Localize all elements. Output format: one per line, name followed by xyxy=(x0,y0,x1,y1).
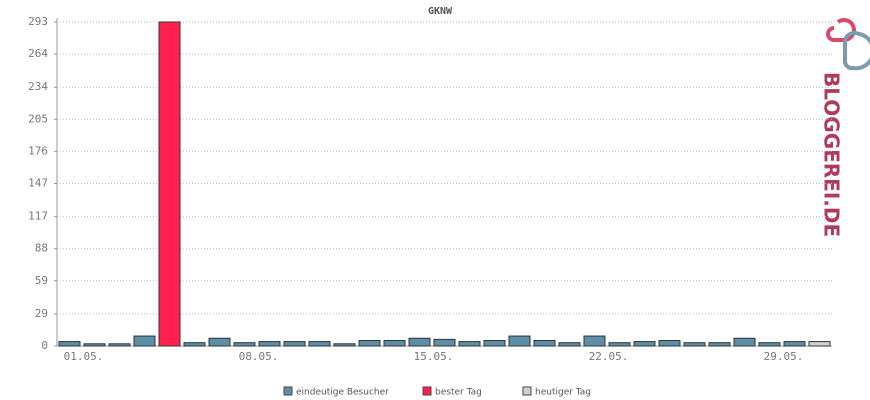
bar xyxy=(358,339,381,347)
bar xyxy=(508,335,531,347)
y-tick-label: 176 xyxy=(28,144,48,157)
bar xyxy=(133,335,156,347)
bar xyxy=(758,342,781,347)
bar xyxy=(408,337,431,347)
logo-icon xyxy=(826,18,856,42)
y-tick-label: 0 xyxy=(41,339,48,352)
legend-label: heutiger Tag xyxy=(535,388,591,398)
bar xyxy=(558,342,581,347)
legend-label: eindeutige Besucher xyxy=(296,388,389,398)
bar xyxy=(208,337,231,347)
x-tick-label: 22.05. xyxy=(589,350,629,363)
bar xyxy=(708,342,731,347)
logo-icon xyxy=(842,30,870,71)
bar xyxy=(233,342,256,347)
bar xyxy=(433,338,456,347)
legend-swatch xyxy=(522,386,532,396)
y-tick-label: 29 xyxy=(35,307,48,320)
y-tick-label: 234 xyxy=(28,80,48,93)
bar xyxy=(258,341,281,347)
legend-swatch xyxy=(422,386,432,396)
bar xyxy=(108,343,131,347)
bar xyxy=(308,341,331,347)
bar xyxy=(333,343,356,347)
bar xyxy=(808,341,831,347)
bar xyxy=(658,339,681,347)
y-tick-label: 293 xyxy=(28,15,48,28)
y-tick-label: 264 xyxy=(28,47,48,60)
bar xyxy=(733,337,756,347)
bar xyxy=(633,341,656,347)
bar xyxy=(183,342,206,347)
bar xyxy=(158,21,181,347)
x-tick-label: 15.05. xyxy=(414,350,454,363)
y-tick-label: 147 xyxy=(28,176,48,189)
bar xyxy=(283,341,306,347)
logo: BLOGGEREI.DE xyxy=(820,18,870,237)
y-tick-label: 59 xyxy=(35,274,48,287)
bar xyxy=(783,341,806,347)
y-tick-label: 88 xyxy=(35,242,48,255)
logo-text: BLOGGEREI.DE xyxy=(820,72,844,237)
chart-title: GKNW xyxy=(428,6,453,17)
bar xyxy=(383,339,406,347)
bar xyxy=(58,341,81,347)
bar xyxy=(83,343,106,347)
x-tick-label: 08.05. xyxy=(239,350,279,363)
y-tick-label: 117 xyxy=(28,210,48,223)
bar xyxy=(533,339,556,347)
bar xyxy=(483,339,506,347)
bar xyxy=(583,335,606,347)
bar xyxy=(683,342,706,347)
bar xyxy=(458,341,481,347)
legend-label: bester Tag xyxy=(435,388,482,398)
bar xyxy=(608,342,631,347)
x-tick-label: 01.05. xyxy=(64,350,104,363)
legend-swatch xyxy=(283,386,293,396)
x-tick-label: 29.05. xyxy=(764,350,804,363)
y-tick-label: 205 xyxy=(28,112,48,125)
